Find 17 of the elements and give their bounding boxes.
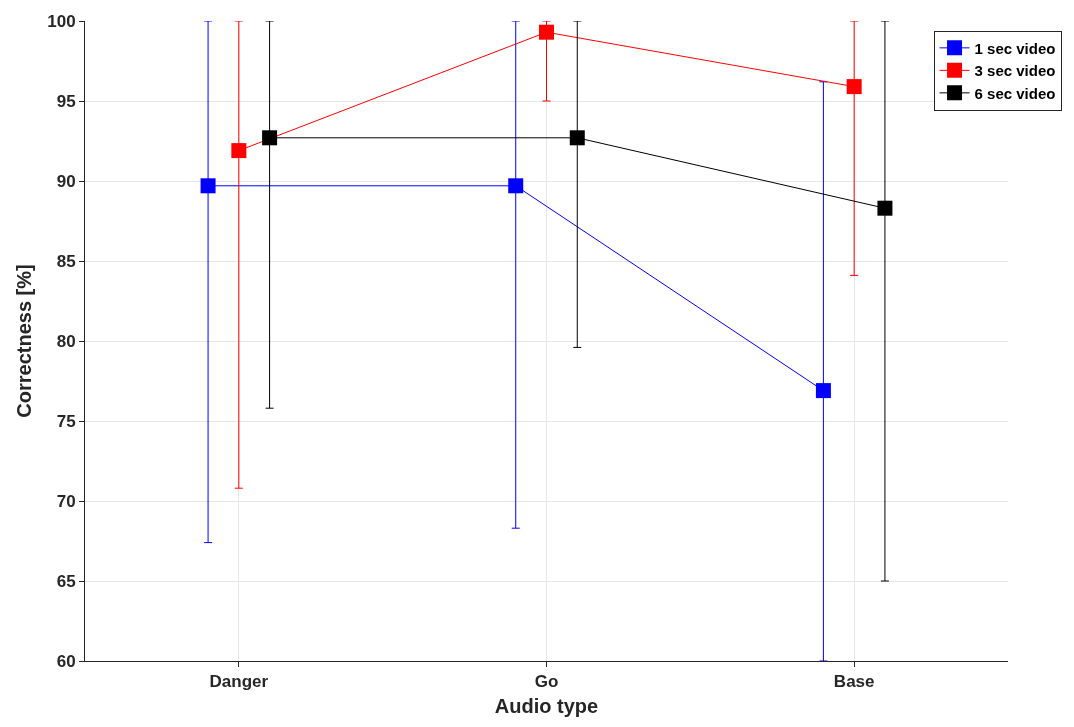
x-tick-label: Base [833,672,875,692]
x-tick-label: Go [534,672,559,692]
y-tick-label: 60 [56,651,76,671]
y-tick-label: 100 [47,11,76,31]
y-tick-label: 95 [56,91,76,111]
x-axis-title: Audio type [494,694,599,717]
y-tick-label: 80 [56,331,76,351]
x-tick-label: Danger [209,672,269,692]
y-tick-label: 65 [56,571,76,591]
y-tick-label: 70 [56,491,76,511]
y-tick-label: 85 [56,251,76,271]
y-axis-title: Correctness [%] [12,264,35,418]
legend-label: 6 sec video [974,84,1056,102]
y-tick-label: 75 [56,411,76,431]
legend-label: 3 sec video [974,62,1056,80]
legend-label: 1 sec video [974,39,1056,57]
y-tick-label: 90 [56,171,76,191]
